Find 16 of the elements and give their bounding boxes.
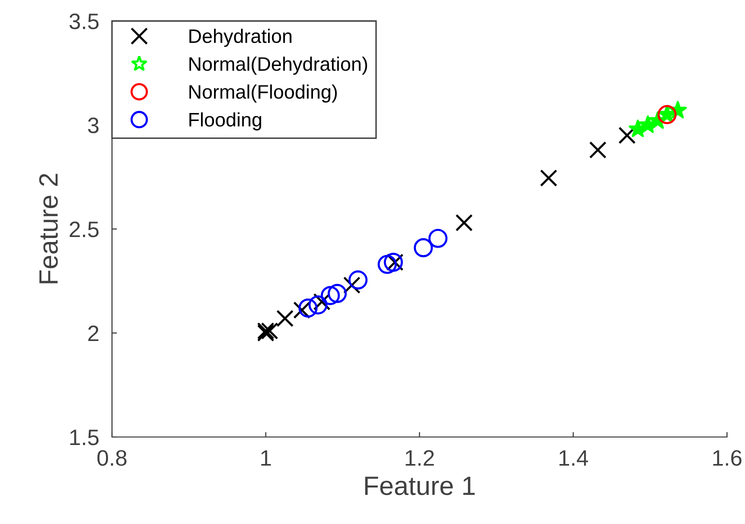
x-tick-label: 1	[261, 450, 271, 466]
legend-label: Normal(Dehydration)	[189, 56, 368, 75]
x-tick-label: 1.6	[713, 450, 742, 466]
x-tick-label: 1.4	[560, 450, 588, 466]
y-tick-label: 2	[88, 326, 98, 342]
legend-label: Dehydration	[189, 28, 292, 47]
x-tick-label: 0.8	[97, 450, 126, 466]
y-axis-title: Feature 2	[39, 174, 58, 284]
legend-label: Normal(Flooding)	[189, 84, 337, 103]
y-tick-label: 3.5	[69, 14, 99, 30]
legend-label: Flooding	[189, 112, 262, 130]
y-tick-label: 3	[88, 118, 99, 134]
x-axis-title: Feature 1	[365, 476, 475, 496]
y-tick-label: 1.5	[70, 430, 99, 446]
y-tick-label: 2.5	[70, 222, 99, 238]
x-tick-label: 1.2	[406, 450, 434, 466]
